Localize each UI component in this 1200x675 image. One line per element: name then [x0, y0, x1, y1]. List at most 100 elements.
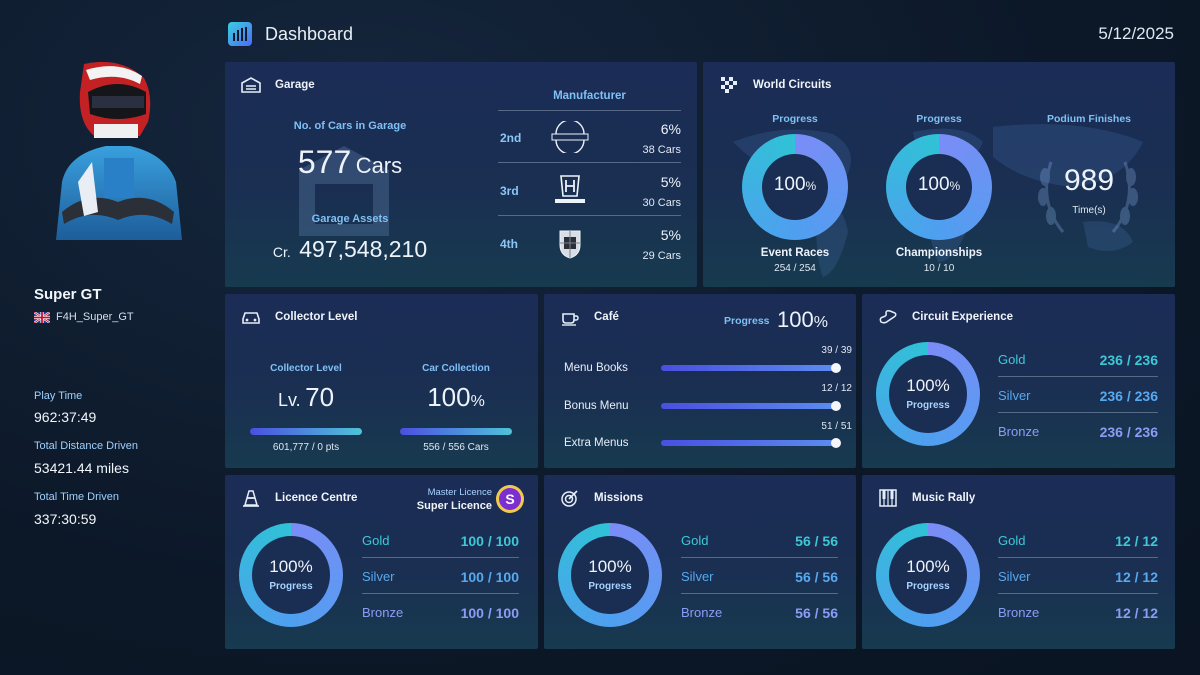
missions-percent: 100%: [588, 557, 632, 576]
cars-count: 577: [297, 144, 352, 180]
manufacturer-cars: 38 Cars: [642, 144, 681, 156]
extra-menus-count: 51 / 51: [821, 421, 852, 432]
honda-logo-icon: [555, 175, 585, 203]
date-display: 5/12/2025: [1098, 24, 1174, 43]
podium-value: 989: [1063, 164, 1115, 197]
event-progress-value: 100%: [773, 174, 817, 195]
manufacturer-rank: 2nd: [500, 131, 522, 145]
circuit-experience-silver-row: Silver 236 / 236: [998, 377, 1158, 413]
manufacturer-percent: 5%: [660, 227, 681, 243]
player-id: F4H_Super_GT: [34, 311, 134, 323]
collector-level-label: Collector Level: [270, 363, 342, 374]
licence-gold-row: Gold 100 / 100: [362, 522, 519, 558]
world-circuits-panel[interactable]: World Circuits Progress 100% Event Races…: [703, 62, 1175, 287]
cafe-progress-value: 100%: [777, 307, 828, 332]
music-rally-silver-row: Silver 12 / 12: [998, 558, 1158, 594]
master-licence-label: Master Licence: [427, 487, 492, 498]
world-circuits-title: World Circuits: [753, 79, 832, 91]
licence-silver-row: Silver 100 / 100: [362, 558, 519, 594]
missions-title: Missions: [594, 492, 644, 504]
cars-in-garage-value: 577 Cars: [225, 144, 475, 181]
cafe-panel[interactable]: Café Progress 100% 39 / 39 Menu Books 12…: [544, 294, 856, 468]
time-driven-label: Total Time Driven: [34, 491, 119, 503]
missions-progress-ring: 100% Progress: [558, 523, 662, 627]
music-rally-title: Music Rally: [912, 492, 976, 504]
licence-bronze-row: Bronze 100 / 100: [362, 605, 519, 621]
car-collection-label: Car Collection: [422, 363, 490, 374]
dashboard-icon: [228, 22, 252, 46]
distance-label: Total Distance Driven: [34, 440, 138, 452]
champ-progress-label: Progress: [916, 113, 962, 125]
menu-books-knob: [831, 363, 841, 373]
garage-assets-value: Cr. 497,548,210: [225, 236, 475, 263]
championships-count: 10 / 10: [923, 263, 955, 274]
checkered-flag-icon: [721, 77, 737, 93]
play-time-label: Play Time: [34, 390, 83, 402]
garage-title: Garage: [275, 79, 315, 91]
championships-progress-ring: 100%: [886, 134, 992, 240]
car-collection-progress-bar: [400, 428, 512, 435]
circuit-experience-percent: 100%: [906, 376, 950, 395]
circuit-experience-panel[interactable]: Circuit Experience 100% Progress Gold 236…: [862, 294, 1175, 468]
driver-avatar: [56, 62, 182, 240]
coffee-cup-icon: [562, 313, 579, 326]
porsche-crest-icon: [559, 230, 581, 259]
licence-progress-label: Progress: [269, 581, 313, 592]
manufacturer-rank: 4th: [500, 237, 518, 251]
manufacturer-row-honda[interactable]: 3rd 5% 30 Cars: [498, 164, 681, 216]
garage-panel[interactable]: Garage No. of Cars in Garage 577 Cars Ga…: [225, 62, 697, 287]
cafe-progress-label: Progress: [724, 315, 770, 327]
collector-level-panel[interactable]: Collector Level Collector Level Lv. 70 6…: [225, 294, 538, 468]
car-icon: [242, 312, 260, 324]
licence-progress-ring: 100% Progress: [239, 523, 343, 627]
manufacturer-row-porsche[interactable]: 4th 5% 29 Cars: [498, 217, 681, 269]
menu-books-progress-bar: [661, 363, 841, 373]
piano-keys-icon: [879, 489, 897, 507]
missions-panel[interactable]: Missions 100% Progress Gold 56 / 56 Silve…: [544, 475, 856, 649]
super-licence-badge-letter: S: [499, 488, 521, 510]
manufacturer-percent: 6%: [660, 121, 681, 137]
music-rally-panel[interactable]: Music Rally 100% Progress Gold 12 / 12 Si…: [862, 475, 1175, 649]
missions-gold-row: Gold 56 / 56: [681, 522, 838, 558]
bonus-menu-label: Bonus Menu: [564, 400, 629, 412]
manufacturer-rank: 3rd: [500, 184, 519, 198]
music-rally-progress-label: Progress: [906, 581, 950, 592]
licence-centre-panel[interactable]: Licence Centre Master Licence Super Lice…: [225, 475, 538, 649]
garage-watermark-icon: [299, 146, 389, 236]
missions-silver-row: Silver 56 / 56: [681, 558, 838, 594]
event-races-progress-ring: 100%: [742, 134, 848, 240]
podium-unit: Time(s): [1072, 205, 1106, 216]
bonus-menu-knob: [831, 401, 841, 411]
garage-icon: [241, 77, 261, 93]
manufacturer-row-nissan[interactable]: 2nd 6% 38 Cars: [498, 111, 681, 163]
podium-label: Podium Finishes: [1046, 113, 1131, 125]
distance-value: 53421.44 miles: [34, 460, 129, 476]
nissan-logo-icon: [551, 121, 589, 153]
target-icon: [561, 490, 578, 507]
player-id-text: F4H_Super_GT: [56, 311, 134, 323]
car-collection-count: 556 / 556 Cars: [423, 442, 489, 453]
bonus-menu-count: 12 / 12: [821, 383, 852, 394]
super-licence-badge: S: [496, 485, 524, 513]
music-rally-gold-row: Gold 12 / 12: [998, 522, 1158, 558]
event-races-label: Event Races: [760, 247, 830, 259]
manufacturer-label: Manufacturer: [553, 90, 626, 102]
manufacturer-percent: 5%: [660, 174, 681, 190]
extra-menus-label: Extra Menus: [564, 437, 629, 449]
licence-centre-title: Licence Centre: [275, 492, 358, 504]
laurel-wreath-icon: [1038, 161, 1138, 233]
car-collection-value: 100%: [427, 382, 485, 412]
cafe-title: Café: [594, 311, 619, 323]
music-rally-bronze-row: Bronze 12 / 12: [998, 605, 1158, 621]
cars-in-garage-label: No. of Cars in Garage: [293, 120, 407, 132]
extra-menus-knob: [831, 438, 841, 448]
collector-level-points: 601,777 / 0 pts: [272, 442, 340, 453]
collector-level-title: Collector Level: [275, 311, 358, 323]
missions-bronze-row: Bronze 56 / 56: [681, 605, 838, 621]
licence-percent: 100%: [269, 557, 313, 576]
event-races-count: 254 / 254: [774, 263, 816, 274]
menu-books-count: 39 / 39: [821, 345, 852, 356]
circuit-experience-title: Circuit Experience: [912, 311, 1013, 323]
master-licence-value: Super Licence: [416, 500, 492, 512]
champ-progress-value: 100%: [917, 174, 961, 195]
